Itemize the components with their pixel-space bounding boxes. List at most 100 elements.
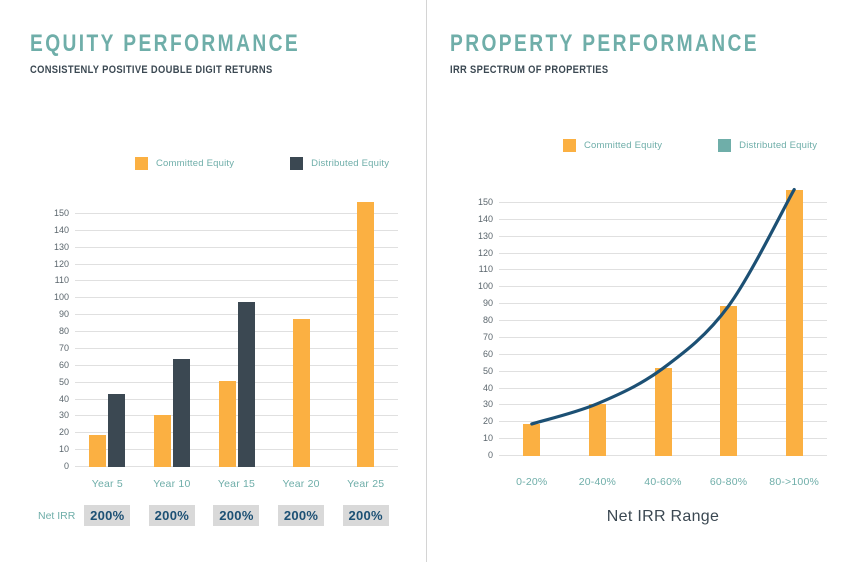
y-axis-tick-label: 70 xyxy=(482,331,493,342)
property-performance-panel: PROPERTY PERFORMANCE IRR SPECTRUM OF PRO… xyxy=(427,0,852,568)
gridline xyxy=(75,432,398,434)
y-axis-tick-label: 30 xyxy=(58,410,69,421)
gridline xyxy=(499,235,827,237)
gridline xyxy=(75,466,398,467)
x-axis-label: Year 25 xyxy=(347,478,385,490)
legend-color-swatch xyxy=(563,139,576,152)
gridline xyxy=(75,246,398,248)
gridline xyxy=(75,381,398,383)
x-axis-label: 40-60% xyxy=(644,476,682,488)
y-axis-tick-label: 150 xyxy=(53,208,69,218)
bar xyxy=(237,301,255,467)
net-irr-value-box: 200% xyxy=(84,505,131,526)
y-axis-tick-label: 10 xyxy=(58,444,69,455)
y-axis-tick-label: 90 xyxy=(482,298,493,309)
gridline xyxy=(499,269,827,271)
property-panel-subtitle: IRR SPECTRUM OF PROPERTIES xyxy=(450,64,609,76)
gridline xyxy=(499,320,827,322)
gridline xyxy=(75,449,398,451)
property-panel-title: PROPERTY PERFORMANCE xyxy=(450,30,760,57)
gridline xyxy=(499,353,827,355)
gridline xyxy=(75,263,398,265)
net-irr-values: 200% 200% 200% 200% 200% xyxy=(75,505,398,526)
x-axis-label: 20-40% xyxy=(578,476,617,488)
bar xyxy=(588,403,606,456)
net-irr-value-box: 200% xyxy=(342,505,389,526)
net-irr-cell: 200% xyxy=(269,505,334,526)
y-axis-tick-label: 120 xyxy=(53,258,69,269)
net-irr-row: Net IRR 200% 200% 200% 200% 200% xyxy=(0,505,426,531)
net-irr-value-box: 200% xyxy=(148,505,195,526)
legend-label: Committed Equity xyxy=(584,140,663,151)
distributed-equity-line xyxy=(530,187,796,426)
bar xyxy=(785,189,803,456)
y-axis-tick-label: 100 xyxy=(53,292,69,303)
gridline xyxy=(75,415,398,417)
gridline xyxy=(75,331,398,333)
y-axis-tick-label: 100 xyxy=(477,281,493,292)
y-axis-tick-label: 80 xyxy=(58,326,69,337)
y-axis-tick-label: 20 xyxy=(58,427,69,438)
equity-panel-title: EQUITY PERFORMANCE xyxy=(30,30,301,57)
y-axis-tick-label: 10 xyxy=(482,433,493,444)
y-axis-tick-label: 70 xyxy=(58,342,69,353)
y-axis-tick-label: 130 xyxy=(53,241,69,252)
equity-bar-chart: 0 10 20 30 40 50 60 70 80 90 100 110 120 130 140 150 xyxy=(54,195,398,471)
gridline xyxy=(75,213,398,214)
gridline xyxy=(75,280,398,282)
bar xyxy=(720,305,738,456)
gridline xyxy=(75,364,398,366)
y-axis-tick-label: 0 xyxy=(63,461,69,471)
bar xyxy=(357,202,375,467)
y-axis-tick-label: 140 xyxy=(477,213,493,224)
y-axis-tick-label: 60 xyxy=(482,348,493,359)
gridline xyxy=(499,286,827,288)
x-axis-label: Year 15 xyxy=(217,478,256,490)
net-irr-cell: 200% xyxy=(333,505,398,526)
y-axis-tick-label: 0 xyxy=(487,450,493,460)
y-axis-tick-label: 50 xyxy=(58,376,69,387)
x-axis-label: 60-80% xyxy=(709,476,748,488)
net-irr-cell: 200% xyxy=(75,505,140,526)
bar xyxy=(89,434,107,467)
gridline xyxy=(499,202,827,203)
y-axis-tick-label: 50 xyxy=(482,365,493,376)
y-axis-tick-label: 150 xyxy=(477,197,493,207)
property-x-axis-labels: 0-20% 20-40% 40-60% 60-80% 80->100% xyxy=(499,476,827,488)
legend-item: Distributed Equity xyxy=(718,139,817,152)
gridline xyxy=(499,336,827,338)
gridline xyxy=(499,218,827,220)
y-axis-tick-label: 120 xyxy=(477,247,493,258)
y-axis-tick-label: 110 xyxy=(54,275,69,286)
gridline xyxy=(75,314,398,316)
bar xyxy=(172,359,190,467)
property-bar-line-chart: 0 10 20 30 40 50 60 70 80 90 100 110 120 130 140 150 xyxy=(478,184,827,460)
legend-item: Committed Equity xyxy=(135,157,234,170)
y-axis-tick-label: 130 xyxy=(477,230,493,241)
net-irr-cell: 200% xyxy=(140,505,205,526)
y-axis-tick-label: 30 xyxy=(482,399,493,410)
equity-panel-subtitle: CONSISTENLY POSITIVE DOUBLE DIGIT RETURN… xyxy=(30,64,273,76)
y-axis-tick-label: 140 xyxy=(53,224,69,235)
y-axis-tick-label: 80 xyxy=(482,315,493,326)
bar xyxy=(218,380,236,467)
equity-performance-panel: EQUITY PERFORMANCE CONSISTENLY POSITIVE … xyxy=(0,30,426,531)
gridline xyxy=(75,297,398,299)
y-axis-tick-label: 40 xyxy=(58,393,69,404)
bar xyxy=(292,318,310,467)
x-axis-title: Net IRR Range xyxy=(606,508,720,525)
bar xyxy=(153,414,171,467)
y-axis-tick-label: 20 xyxy=(482,416,493,427)
x-axis-label: Year 20 xyxy=(282,478,320,490)
bar xyxy=(654,368,672,456)
x-axis-label: Year 10 xyxy=(153,478,191,490)
net-irr-value-box: 200% xyxy=(278,505,325,526)
net-irr-value-box: 200% xyxy=(213,505,260,526)
gridline xyxy=(499,252,827,254)
legend-color-swatch xyxy=(290,157,304,170)
y-axis-tick-label: 40 xyxy=(482,382,493,393)
gridline xyxy=(75,347,398,349)
y-axis-tick-label: 110 xyxy=(478,264,493,275)
gridline xyxy=(75,229,398,231)
